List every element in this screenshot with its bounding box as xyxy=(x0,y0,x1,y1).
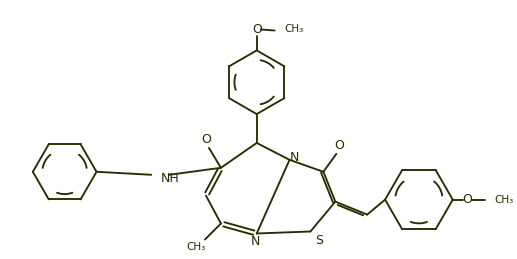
Text: N: N xyxy=(290,151,299,164)
Text: O: O xyxy=(463,193,473,206)
Text: N: N xyxy=(251,235,261,248)
Text: CH₃: CH₃ xyxy=(495,195,514,205)
Text: O: O xyxy=(334,139,344,152)
Text: NH: NH xyxy=(161,172,180,185)
Text: O: O xyxy=(252,23,262,36)
Text: CH₃: CH₃ xyxy=(187,242,206,253)
Text: O: O xyxy=(201,133,211,146)
Text: CH₃: CH₃ xyxy=(284,25,304,34)
Text: S: S xyxy=(315,234,324,247)
